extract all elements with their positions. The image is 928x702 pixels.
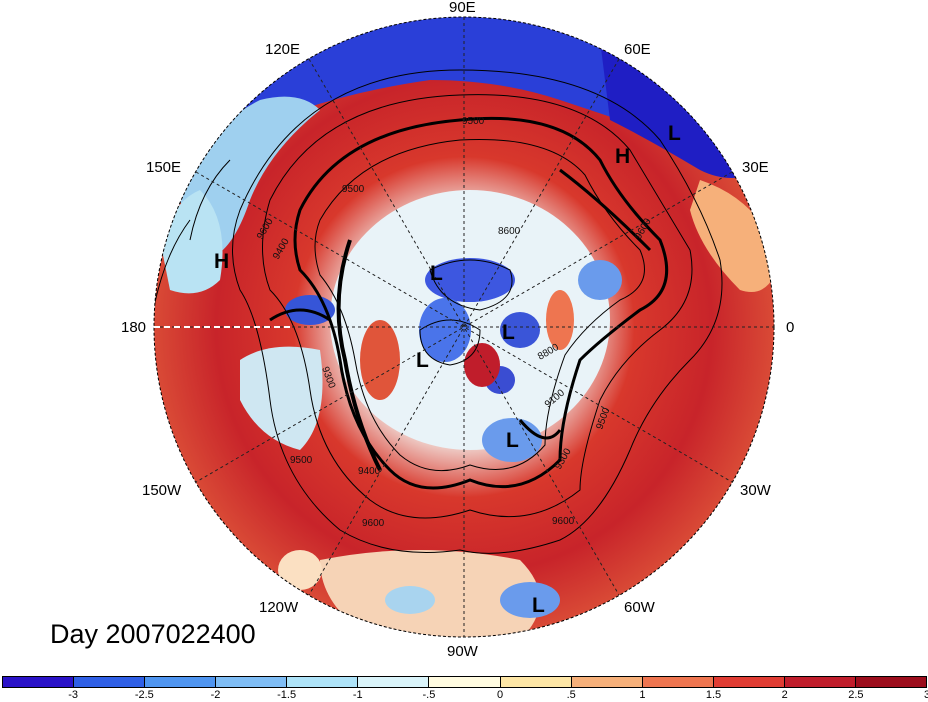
colorbar-tick-label: -3 [68, 689, 79, 701]
contour-label: 9500 [342, 184, 365, 195]
colorbar-tick-label: 0 [497, 689, 504, 701]
lon-label-90w: 90W [447, 643, 478, 660]
pressure-centers: H H L L L L L L [214, 122, 681, 617]
lon-label-30e: 30E [742, 159, 769, 176]
colorbar [2, 676, 927, 688]
colorbar-swatch [642, 677, 714, 687]
colorbar-swatch [216, 677, 288, 687]
colorbar-swatch [784, 677, 856, 687]
contour-label: 9600 [552, 516, 575, 527]
colorbar-tick-label: 3 [923, 689, 928, 701]
low-marker: L [532, 594, 545, 617]
lon-label-120w: 120W [259, 599, 299, 616]
lon-label-120e: 120E [265, 41, 301, 58]
colorbar-tick-label: -2.5 [134, 689, 154, 701]
high-marker: H [615, 145, 630, 168]
lon-label-150w: 150W [142, 482, 182, 499]
colorbar-tick-label: 2 [781, 689, 788, 701]
low-marker: L [668, 122, 681, 145]
colorbar-swatch [145, 677, 217, 687]
height-contours [154, 69, 723, 554]
colorbar-swatch [500, 677, 572, 687]
low-marker: L [416, 349, 429, 372]
colorbar-swatch [3, 677, 75, 687]
colorbar-swatch [287, 677, 359, 687]
lon-label-60e: 60E [624, 41, 651, 58]
colorbar-tick-label: -.5 [422, 689, 436, 701]
contour-label: 9600 [362, 518, 385, 529]
high-marker: H [214, 250, 229, 273]
colorbar-tick-label: -2 [210, 689, 221, 701]
low-marker: L [506, 429, 519, 452]
contour-label: 9400 [358, 466, 381, 477]
polar-stereographic-map: 9600 9500 9400 9300 9100 8800 8600 9600 … [153, 16, 775, 638]
anomaly-field [154, 17, 774, 637]
colorbar-tick-label: 2.5 [848, 689, 864, 701]
lon-label-180: 180 [121, 319, 147, 336]
colorbar-swatch [713, 677, 785, 687]
low-marker: L [502, 321, 515, 344]
date-label: Day 2007022400 [50, 619, 256, 649]
colorbar-swatch [358, 677, 430, 687]
contour-label: 9500 [462, 116, 485, 127]
lon-label-30w: 30W [740, 482, 771, 499]
colorbar-tick-label: .5 [566, 689, 576, 701]
colorbar-tick-label: 1.5 [705, 689, 722, 701]
colorbar-swatch [429, 677, 501, 687]
colorbar-tick-label: -1.5 [277, 689, 297, 701]
lon-label-150e: 150E [146, 159, 182, 176]
lon-label-0: 0 [786, 319, 795, 336]
lon-label-60w: 60W [624, 599, 655, 616]
contour-label: 9500 [290, 455, 313, 466]
contour-label: 8600 [498, 226, 521, 237]
colorbar-swatch [74, 677, 146, 687]
lon-label-90e: 90E [449, 0, 476, 16]
colorbar-tick-label: 1 [639, 689, 646, 701]
low-marker: L [430, 262, 443, 285]
colorbar-tick-label: -1 [352, 689, 363, 701]
colorbar-swatch [571, 677, 643, 687]
colorbar-swatch [855, 677, 927, 687]
